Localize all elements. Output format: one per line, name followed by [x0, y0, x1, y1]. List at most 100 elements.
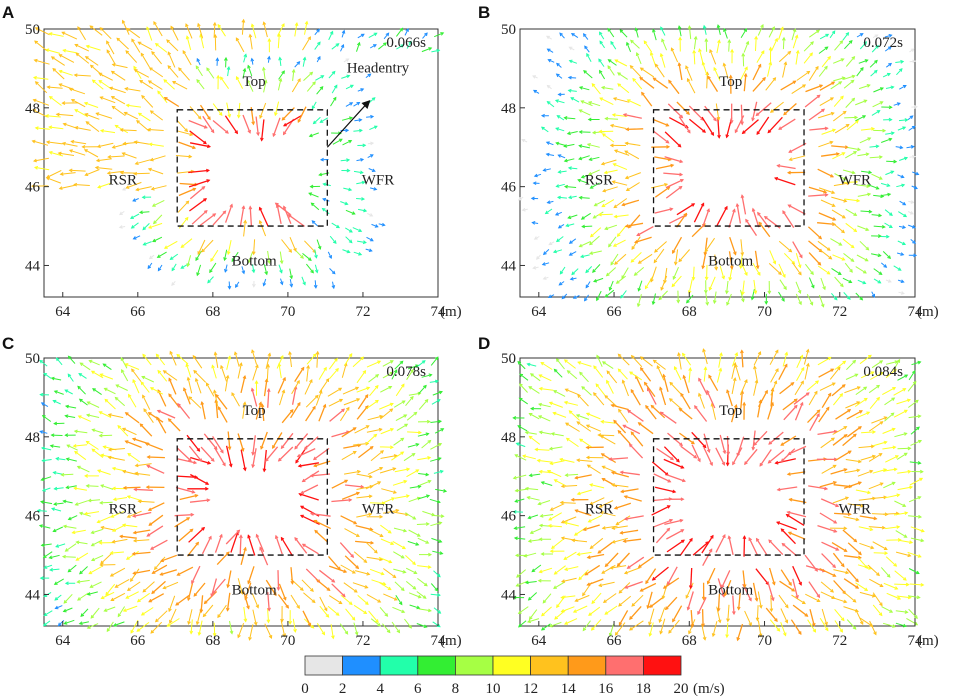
velocity-arrow-head [227, 446, 232, 451]
velocity-arrow [630, 65, 642, 78]
velocity-arrow-head [248, 33, 253, 38]
velocity-arrow [369, 385, 379, 397]
velocity-arrow [742, 119, 759, 134]
velocity-arrow-head [281, 389, 286, 394]
velocity-arrow-head [377, 599, 382, 603]
velocity-arrow [640, 367, 652, 382]
velocity-arrow [382, 360, 394, 367]
velocity-arrow-head [121, 427, 126, 432]
velocity-arrow [656, 447, 674, 461]
velocity-arrow [723, 28, 728, 39]
velocity-arrow-head [778, 126, 783, 130]
velocity-arrow-head [887, 192, 892, 197]
velocity-arrow-head [217, 405, 222, 410]
velocity-arrow-head [797, 264, 802, 269]
vector-arrows [517, 23, 920, 308]
velocity-arrow [255, 402, 262, 420]
velocity-arrow-head [841, 214, 846, 219]
velocity-arrow [833, 95, 844, 107]
velocity-arrow-head [889, 609, 894, 613]
velocity-arrow-head [321, 207, 326, 212]
velocity-arrow [768, 26, 775, 38]
velocity-arrow-head [883, 440, 888, 445]
velocity-arrow-head [95, 158, 100, 163]
velocity-arrow-head [62, 122, 67, 127]
velocity-arrow [215, 399, 219, 419]
velocity-arrow-head [427, 479, 432, 484]
velocity-arrow-head [614, 59, 619, 63]
velocity-arrow-head [615, 521, 620, 526]
velocity-arrow-head [797, 289, 802, 294]
velocity-arrow-head [126, 587, 131, 591]
velocity-arrow [547, 470, 562, 478]
velocity-arrow [702, 208, 710, 228]
velocity-arrow-head [829, 140, 834, 145]
velocity-arrow [294, 23, 298, 37]
velocity-arrow [217, 604, 227, 618]
velocity-arrow [854, 398, 868, 407]
velocity-arrow-head [902, 503, 907, 507]
velocity-arrow [55, 605, 63, 609]
velocity-arrow-head [152, 238, 157, 243]
velocity-arrow [614, 59, 628, 67]
velocity-arrow [831, 542, 848, 552]
velocity-arrow-head [700, 202, 705, 207]
velocity-arrow-head [600, 161, 605, 166]
velocity-arrow-head [879, 602, 883, 607]
velocity-arrow [344, 470, 361, 475]
velocity-arrow [117, 425, 129, 437]
velocity-arrow-head [247, 580, 251, 585]
velocity-arrow [142, 223, 150, 230]
velocity-arrow-head [537, 402, 542, 407]
velocity-arrow-head [904, 156, 909, 161]
velocity-arrow-head [854, 373, 859, 378]
velocity-arrow-head [39, 359, 44, 364]
velocity-arrow-head [34, 40, 38, 44]
velocity-arrow-head [393, 597, 398, 601]
velocity-arrow [678, 352, 682, 370]
velocity-arrow-head [364, 394, 369, 398]
velocity-arrow [331, 479, 348, 489]
velocity-arrow [818, 141, 833, 148]
velocity-arrow-head [147, 127, 152, 132]
velocity-arrow [279, 390, 285, 406]
velocity-arrow [619, 29, 628, 38]
velocity-arrow [99, 27, 112, 40]
velocity-arrow [541, 126, 549, 133]
velocity-arrow-head [670, 163, 675, 168]
velocity-arrow-head [626, 565, 631, 569]
velocity-arrow [717, 117, 720, 138]
velocity-arrow-head [64, 433, 69, 438]
velocity-arrow [529, 436, 541, 445]
velocity-arrow-head [53, 421, 58, 426]
velocity-arrow [199, 104, 211, 120]
velocity-arrow [577, 361, 592, 367]
velocity-arrow [873, 268, 882, 275]
velocity-arrow-head [708, 548, 713, 553]
velocity-arrow [329, 408, 345, 422]
velocity-arrow-head [136, 598, 141, 603]
velocity-arrow [175, 155, 192, 158]
velocity-arrow [244, 582, 252, 600]
velocity-arrow-head [680, 529, 685, 533]
velocity-arrow-head [443, 489, 448, 493]
velocity-arrow-head [602, 599, 607, 604]
velocity-arrow-head [254, 380, 259, 384]
velocity-arrow [131, 38, 141, 53]
velocity-arrow [54, 390, 64, 395]
velocity-arrow [417, 433, 429, 437]
velocity-arrow [653, 519, 673, 528]
y-tick-label: 50 [25, 351, 40, 367]
velocity-arrow-head [98, 540, 103, 545]
velocity-arrow [429, 380, 439, 383]
velocity-arrow [752, 582, 758, 601]
velocity-arrow [224, 204, 233, 223]
velocity-arrow-head [563, 567, 569, 571]
velocity-arrow [148, 514, 164, 526]
velocity-arrow-head [859, 621, 864, 626]
velocity-arrow [612, 181, 628, 186]
velocity-arrow [598, 58, 605, 67]
velocity-arrow [183, 387, 191, 405]
velocity-arrow-head [776, 487, 781, 492]
velocity-arrow [97, 182, 112, 188]
